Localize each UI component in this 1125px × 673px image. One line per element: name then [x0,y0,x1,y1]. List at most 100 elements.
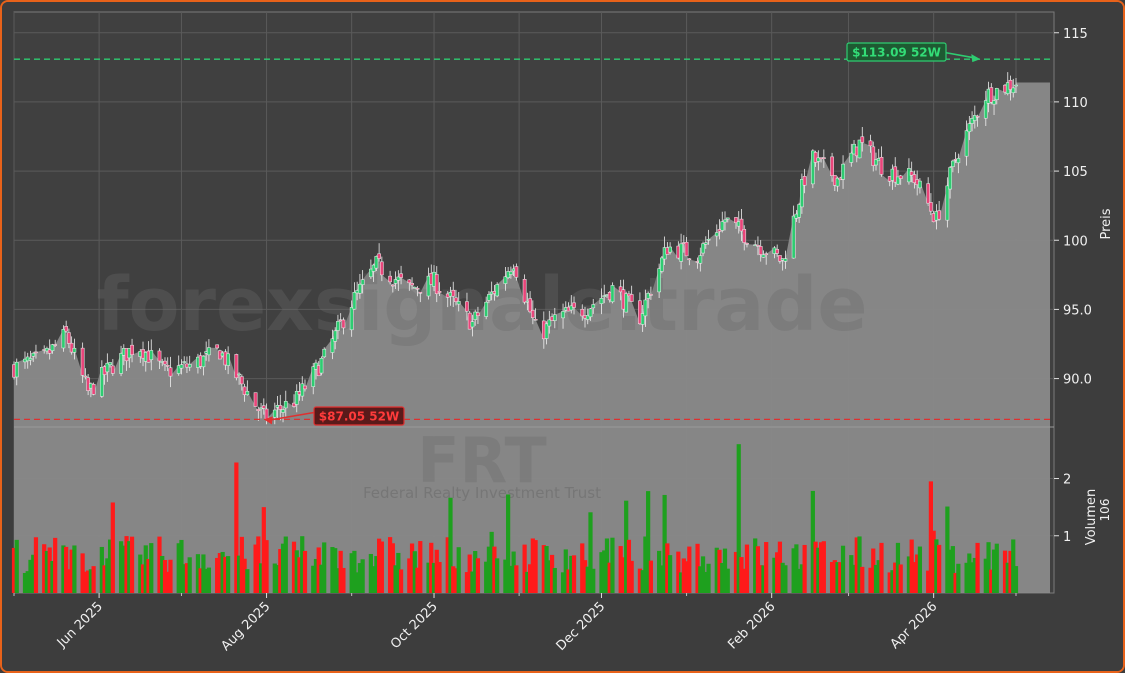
candle [572,296,576,315]
candle [679,233,683,270]
candle-body [918,180,922,189]
candle-body [341,319,346,329]
volume-bar [69,549,74,593]
candle [522,274,527,305]
volume-bar [1008,550,1013,593]
volume-bar [610,537,615,593]
candle-body [929,202,933,212]
volume-bar [989,569,994,593]
candle [533,308,538,321]
volume-bar [91,566,96,593]
52w-levels: $113.09 52W $87.05 52W [14,42,1054,426]
candle [253,392,258,407]
volume-bar [566,569,571,593]
candle [245,380,250,396]
candle-body [561,311,565,319]
candle-body [179,364,184,369]
candle [503,266,508,291]
candle-body [775,249,780,254]
candle [739,208,744,242]
candle-body [742,229,747,243]
volume-bar [753,538,758,593]
candle [569,295,574,314]
volume-bar [140,564,146,593]
volume-bar [445,537,450,593]
candle-body [165,365,170,367]
candle [283,390,288,417]
volume-bar [876,560,881,593]
candle-body [896,176,900,185]
volume-bar [275,565,280,593]
volume-bar [226,556,231,593]
candle-body [992,100,996,105]
candle [868,134,873,153]
volume-bar [25,571,30,593]
candle-body [860,136,865,143]
volume-bar [967,553,972,593]
candle-body [638,300,642,325]
candle [657,263,661,299]
volume-bar [643,536,648,593]
candle [830,152,834,182]
candle-body [514,266,519,278]
candle [182,356,187,364]
volume-tick-label: 1 [1063,530,1071,545]
volume-bar [1005,562,1010,593]
candle [380,256,384,282]
candle-body [970,118,974,124]
volume-bar [829,561,835,593]
volume-bar [121,545,126,593]
volume-bar [86,570,91,593]
volume-bar [560,572,566,593]
candle-body [484,301,489,317]
volume-bar [755,546,761,593]
volume-bar [294,550,299,593]
candle-body [811,150,815,185]
candle [610,282,615,304]
candle-body [393,279,398,284]
volume-bar [146,559,151,593]
volume-bar [945,506,950,593]
volume-bar [374,556,379,593]
volume-bar [398,569,404,593]
volume-bar [256,536,261,593]
candle-body [588,308,593,318]
candle-body [698,255,703,264]
candle [487,291,491,304]
candle [470,314,475,337]
volume-bar [783,565,788,593]
candle [756,236,760,256]
candle-body [437,291,442,293]
volume-bar [176,543,181,593]
candle [187,355,192,372]
volume-bar [333,548,338,593]
candle-body [629,294,634,302]
candle-body [292,402,296,407]
candle [898,174,903,185]
candle-body [50,344,55,351]
candle [530,300,535,325]
candle-body [487,294,491,301]
volume-bar [744,544,750,593]
candle-body [802,176,807,186]
candle [1008,75,1013,101]
candle [964,120,969,166]
candle-body [240,376,244,385]
volume-bar [838,562,843,593]
volume-axis-label: Volumen [1084,489,1099,546]
candle [234,353,239,381]
volume-bar [764,542,769,593]
candle-body [388,275,392,283]
candle-body [377,253,381,259]
candle [256,406,261,421]
candle-body [322,348,327,358]
candle-body [572,302,576,308]
candle [110,359,115,376]
candle-body [412,286,417,289]
candle-body [898,175,903,179]
high-52w-arrow [941,51,977,59]
candle-body [72,347,77,353]
volume-bar [492,546,497,593]
volume-bar [956,563,961,593]
candle-body [618,286,623,293]
